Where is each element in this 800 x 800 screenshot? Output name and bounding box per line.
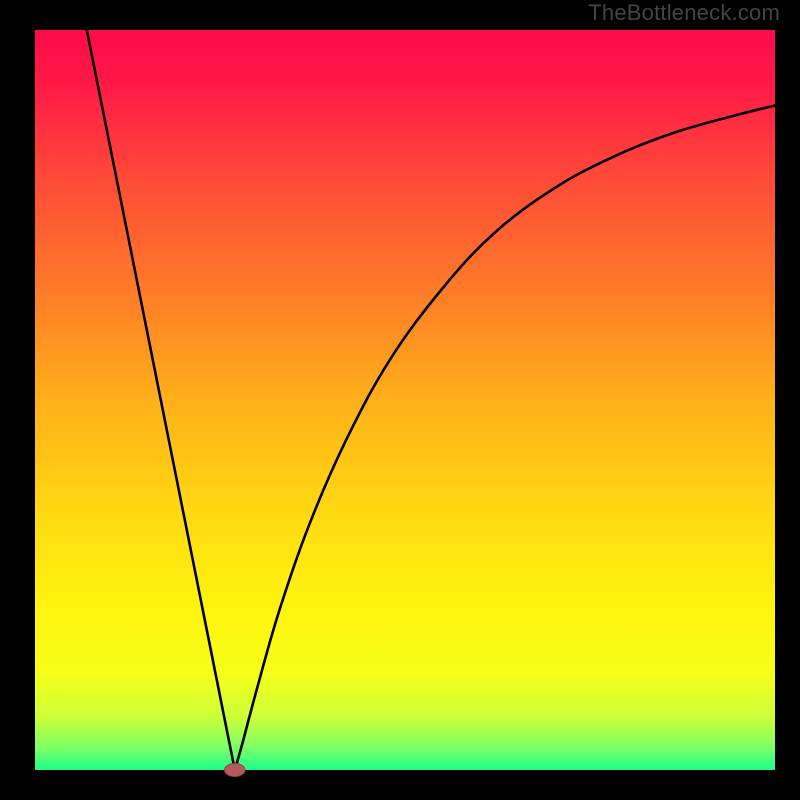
minimum-marker (224, 763, 245, 776)
watermark-text: TheBottleneck.com (588, 0, 780, 26)
chart-container: TheBottleneck.com (0, 0, 800, 800)
bottleneck-curve-chart (0, 0, 800, 800)
plot-area (35, 30, 775, 770)
